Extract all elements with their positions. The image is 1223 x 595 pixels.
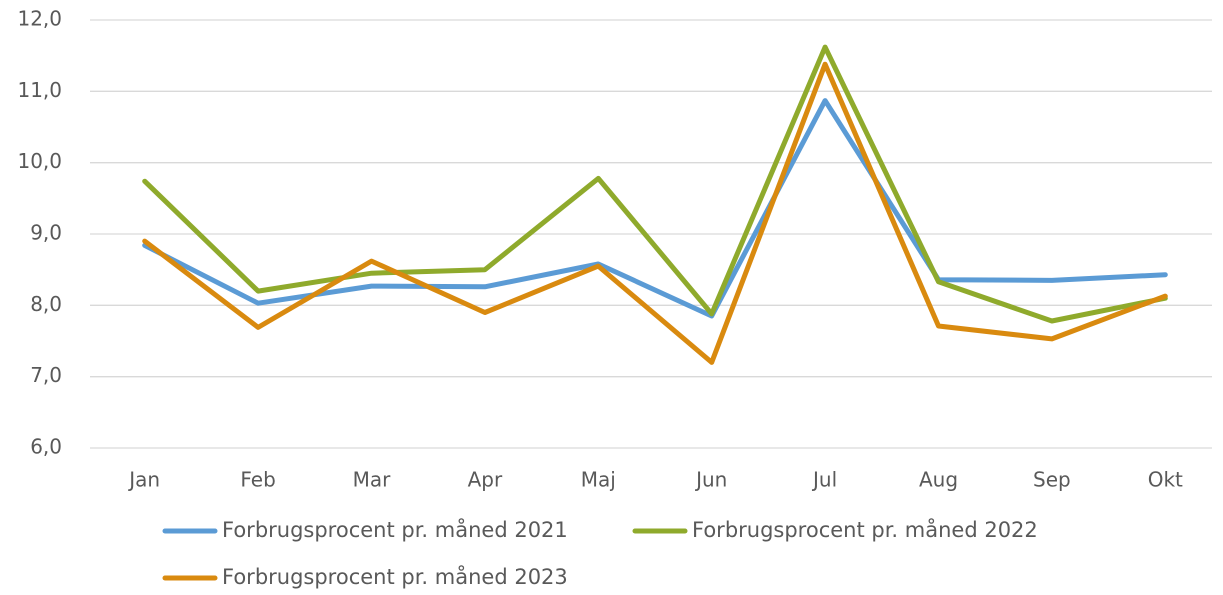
x-tick-label: Jul: [811, 468, 837, 492]
y-tick-label: 9,0: [30, 221, 62, 245]
series-line: [142, 44, 1168, 324]
y-tick-label: 6,0: [30, 435, 62, 459]
y-tick-label: 7,0: [30, 363, 62, 387]
y-tick-label: 11,0: [17, 78, 62, 102]
legend-label: Forbrugsprocent pr. måned 2023: [222, 564, 568, 589]
x-tick-label: Feb: [240, 468, 275, 492]
x-tick-label: Mar: [353, 468, 392, 492]
x-tick-label: Jan: [127, 468, 160, 492]
legend-label: Forbrugsprocent pr. måned 2021: [222, 517, 568, 542]
x-tick-label: Maj: [581, 468, 616, 492]
y-tick-label: 12,0: [17, 7, 62, 31]
y-tick-label: 10,0: [17, 149, 62, 173]
legend-label: Forbrugsprocent pr. måned 2022: [692, 517, 1038, 542]
x-tick-label: Jun: [694, 468, 727, 492]
x-tick-label: Apr: [468, 468, 503, 492]
x-tick-label: Okt: [1148, 468, 1183, 492]
y-tick-label: 8,0: [30, 292, 62, 316]
series-line: [142, 61, 1168, 365]
x-tick-label: Aug: [919, 468, 958, 492]
x-tick-label: Sep: [1033, 468, 1071, 492]
